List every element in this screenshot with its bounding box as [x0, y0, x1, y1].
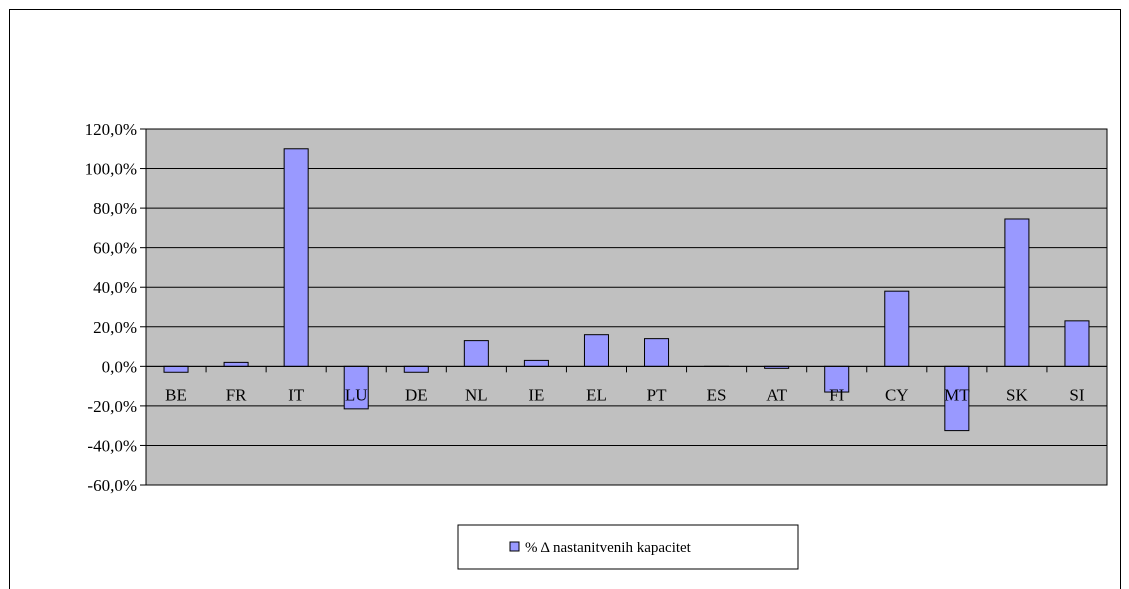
bar: [164, 366, 188, 372]
x-tick-label: EL: [586, 385, 607, 404]
x-tick-label: FR: [226, 385, 247, 404]
legend-swatch: [510, 542, 519, 551]
bar: [464, 341, 488, 367]
x-tick-label: CY: [885, 385, 909, 404]
x-tick-label: BE: [165, 385, 187, 404]
x-tick-label: FI: [829, 385, 844, 404]
bar: [1005, 219, 1029, 366]
bar: [1065, 321, 1089, 366]
legend-label: % Δ nastanitvenih kapacitet: [525, 540, 692, 556]
y-tick-label: 80,0%: [93, 199, 137, 218]
bar: [645, 339, 669, 367]
y-axis: 120,0% 100,0% 80,0% 60,0% 40,0% 20,0% 0,0% -20,…: [85, 120, 146, 495]
bar: [224, 362, 248, 366]
bar: [885, 291, 909, 366]
x-tick-label: IE: [528, 385, 544, 404]
x-tick-label: DE: [405, 385, 428, 404]
y-tick-label: -20,0%: [87, 397, 137, 416]
y-tick-label: 120,0%: [85, 120, 137, 139]
x-tick-label: IT: [288, 385, 305, 404]
bar: [524, 360, 548, 366]
y-tick-label: 60,0%: [93, 239, 137, 258]
x-tick-label: SI: [1069, 385, 1084, 404]
x-tick-label: NL: [465, 385, 488, 404]
x-tick-label: SK: [1006, 385, 1028, 404]
bar: [284, 149, 308, 367]
bar: [404, 366, 428, 372]
y-tick-label: -40,0%: [87, 436, 137, 455]
y-tick-label: -60,0%: [87, 476, 137, 495]
y-tick-label: 40,0%: [93, 278, 137, 297]
x-tick-label: ES: [707, 385, 727, 404]
y-tick-label: 20,0%: [93, 318, 137, 337]
legend: % Δ nastanitvenih kapacitet: [458, 525, 798, 569]
x-tick-label: AT: [766, 385, 787, 404]
y-tick-label: 100,0%: [85, 160, 137, 179]
y-tick-label: 0,0%: [102, 357, 137, 376]
bar: [584, 335, 608, 367]
x-tick-label: MT: [944, 385, 970, 404]
x-tick-label: PT: [647, 385, 667, 404]
x-tick-label: LU: [345, 385, 368, 404]
